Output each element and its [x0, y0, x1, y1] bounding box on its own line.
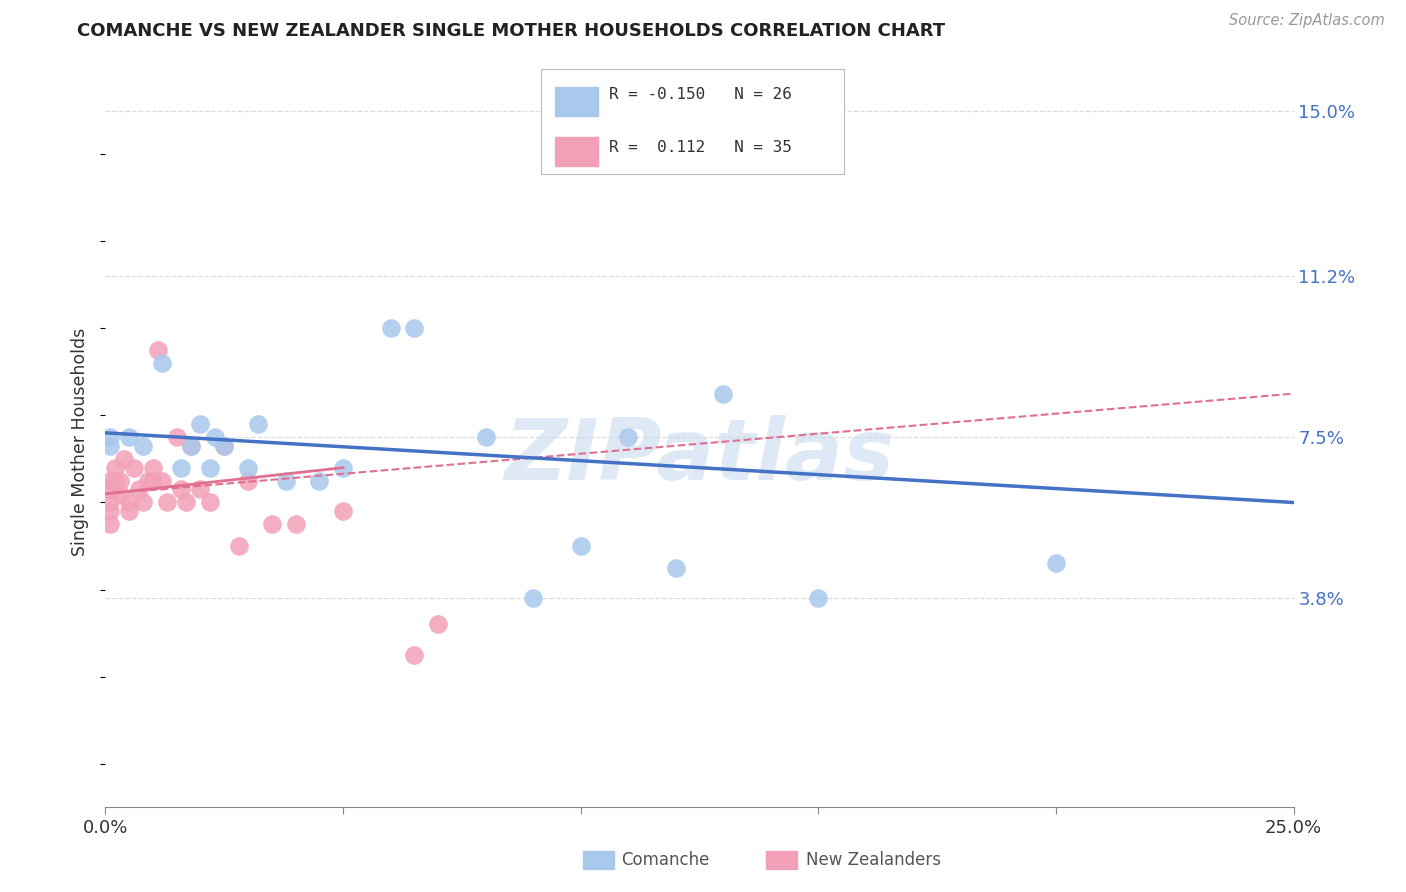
Point — [132, 439, 155, 453]
Point — [98, 474, 121, 488]
Point — [122, 460, 145, 475]
Point — [174, 495, 197, 509]
Point — [146, 343, 169, 358]
Point — [142, 474, 165, 488]
Text: Source: ZipAtlas.com: Source: ZipAtlas.com — [1229, 13, 1385, 29]
Text: COMANCHE VS NEW ZEALANDER SINGLE MOTHER HOUSEHOLDS CORRELATION CHART: COMANCHE VS NEW ZEALANDER SINGLE MOTHER … — [77, 22, 945, 40]
Point — [569, 539, 592, 553]
Point — [190, 417, 212, 431]
Point — [118, 504, 141, 518]
Point — [108, 474, 131, 488]
Text: R =  0.112   N = 35: R = 0.112 N = 35 — [609, 140, 792, 155]
Point — [711, 386, 734, 401]
Point — [142, 460, 165, 475]
Point — [807, 591, 830, 606]
Point — [214, 439, 236, 453]
Point — [665, 561, 688, 575]
Point — [308, 474, 330, 488]
Point — [98, 430, 121, 444]
Point — [332, 504, 354, 518]
Point — [170, 460, 193, 475]
Point — [198, 460, 221, 475]
Point — [98, 517, 121, 532]
Text: ZIPatlas: ZIPatlas — [505, 415, 894, 498]
Point — [236, 474, 259, 488]
Point — [180, 439, 202, 453]
Point — [228, 539, 250, 553]
Point — [522, 591, 544, 606]
Point — [404, 321, 426, 335]
Point — [104, 460, 127, 475]
Point — [204, 430, 226, 444]
Y-axis label: Single Mother Households: Single Mother Households — [72, 327, 90, 556]
Point — [98, 439, 121, 453]
Point — [128, 483, 150, 497]
Point — [198, 495, 221, 509]
Text: New Zealanders: New Zealanders — [806, 851, 941, 869]
Point — [332, 460, 354, 475]
Point — [236, 460, 259, 475]
Point — [617, 430, 640, 444]
Point — [108, 487, 131, 501]
Text: Comanche: Comanche — [621, 851, 710, 869]
Point — [180, 439, 202, 453]
Point — [214, 439, 236, 453]
Point — [166, 430, 188, 444]
Point — [1045, 557, 1067, 571]
Point — [136, 474, 159, 488]
Point — [152, 356, 174, 370]
Point — [98, 504, 121, 518]
Point — [170, 483, 193, 497]
Point — [284, 517, 307, 532]
Point — [104, 474, 127, 488]
Point — [98, 495, 121, 509]
Point — [118, 430, 141, 444]
Point — [246, 417, 269, 431]
Point — [156, 495, 179, 509]
Point — [404, 648, 426, 662]
Point — [98, 483, 121, 497]
Point — [190, 483, 212, 497]
Point — [260, 517, 283, 532]
Point — [427, 617, 450, 632]
Point — [118, 495, 141, 509]
Text: R = -0.150   N = 26: R = -0.150 N = 26 — [609, 87, 792, 103]
Point — [152, 474, 174, 488]
Point — [114, 452, 136, 467]
Point — [474, 430, 496, 444]
Point — [380, 321, 402, 335]
Point — [132, 495, 155, 509]
Point — [274, 474, 297, 488]
